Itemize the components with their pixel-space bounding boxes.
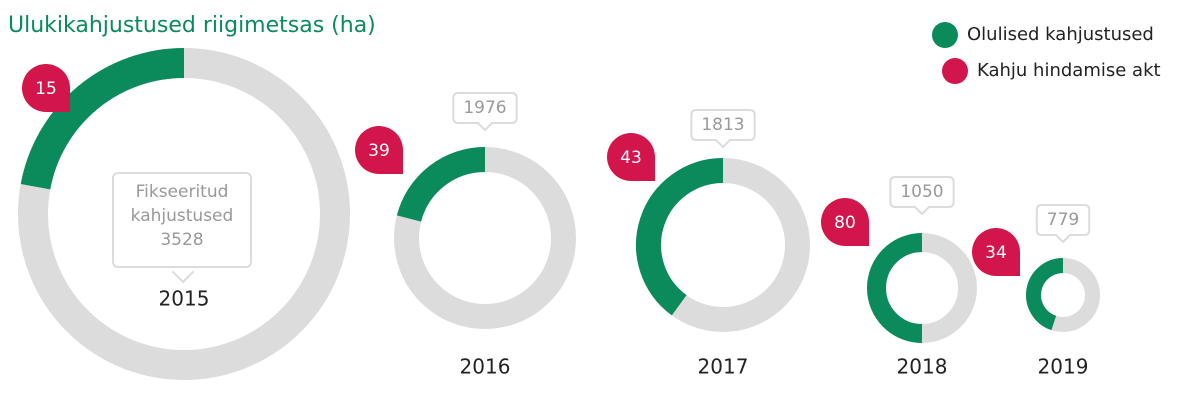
total-label-box: Fikseeritud kahjustused 3528 (112, 172, 252, 268)
donut-arc (20, 48, 185, 190)
pin-label: 39 (368, 141, 390, 161)
pin (22, 64, 70, 112)
pin (607, 133, 655, 181)
year-label: 2019 (1038, 355, 1089, 379)
donut-arc (1026, 258, 1064, 331)
legend-swatch (942, 58, 968, 84)
total-label: 1813 (701, 115, 744, 135)
donut-arc (636, 158, 724, 316)
total-label: 1976 (463, 98, 506, 118)
chart-title: Ulukikahjustused riigimetsas (ha) (8, 13, 376, 38)
total-label-box (452, 92, 518, 132)
pin-label: 15 (35, 79, 57, 99)
total-label: Fikseeritud kahjustused (130, 182, 234, 226)
year-label: 2017 (698, 355, 749, 379)
pin-label: 34 (985, 243, 1007, 263)
total-label: 1050 (900, 182, 943, 202)
legend-label: Olulised kahjustused (967, 24, 1154, 45)
legend-swatch (932, 22, 958, 48)
total-label-box (690, 109, 756, 149)
pin (972, 228, 1020, 276)
pin-label: 43 (620, 148, 642, 168)
total-label-box (889, 176, 955, 216)
year-label: 2018 (897, 355, 948, 379)
legend-label: Kahju hindamise akt (977, 60, 1161, 81)
donut-arc (867, 233, 923, 343)
year-label: 2015 (159, 287, 210, 311)
year-label: 2016 (460, 355, 511, 379)
pin-label: 80 (834, 213, 856, 233)
pin (355, 126, 403, 174)
total-value: 3528 (160, 230, 204, 250)
pin (821, 198, 869, 246)
donut-arc (396, 147, 486, 223)
total-label: 779 (1047, 210, 1079, 230)
total-label-box (1035, 204, 1091, 244)
